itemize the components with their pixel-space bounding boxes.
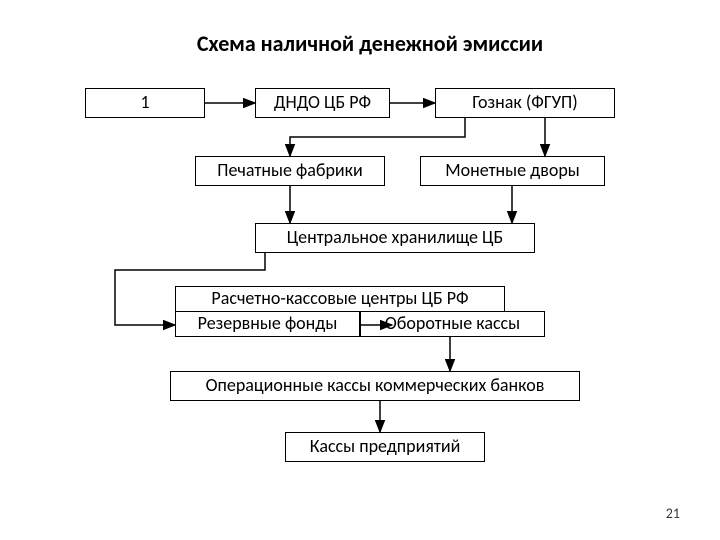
node-n1: 1	[85, 88, 205, 118]
node-n4: Печатные фабрики	[195, 156, 385, 186]
node-n8: Резервные фонды	[175, 311, 360, 337]
edge-2	[290, 118, 465, 156]
node-n11: Кассы предприятий	[285, 432, 485, 462]
node-n2: ДНДО ЦБ РФ	[255, 88, 390, 118]
node-n7: Расчетно-кассовые центры ЦБ РФ	[175, 286, 505, 312]
node-n10: Операционные кассы коммерческих банков	[170, 371, 580, 401]
node-n9: Оборотные кассы	[360, 311, 545, 337]
node-n6: Центральное хранилище ЦБ	[255, 223, 535, 253]
node-n5: Монетные дворы	[420, 156, 605, 186]
diagram-title: Схема наличной денежной эмиссии	[150, 30, 590, 57]
page-number: 21	[666, 505, 680, 522]
node-n3: Гознак (ФГУП)	[435, 88, 615, 118]
